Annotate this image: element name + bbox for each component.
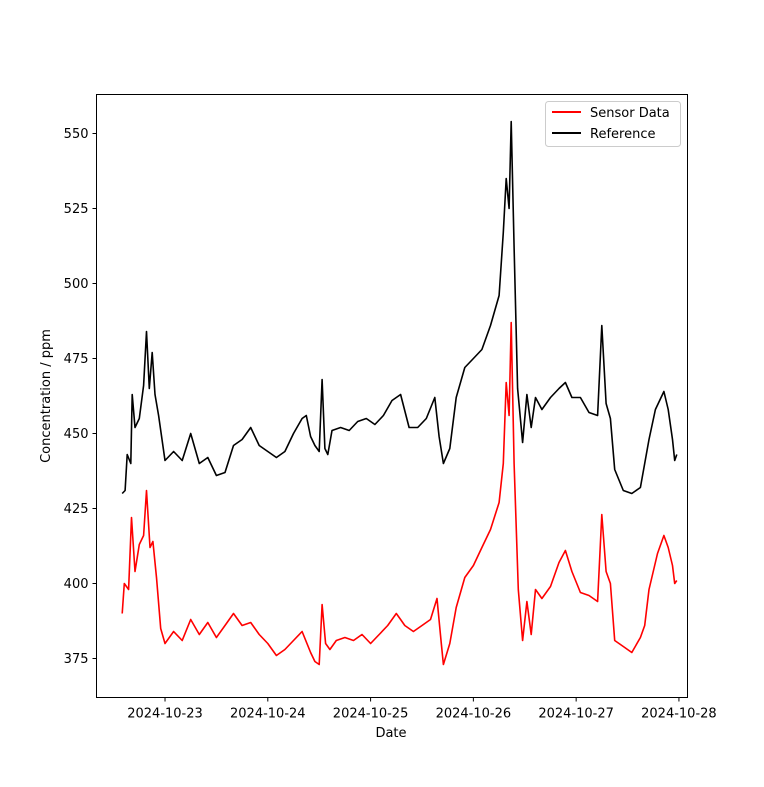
x-axis-label: Date [375,726,406,741]
legend: Sensor Data Reference [545,101,681,147]
x-tick-label: 2024-10-24 [230,707,306,722]
x-tick-label: 2024-10-28 [641,707,717,722]
legend-label-sensor-data: Sensor Data [590,106,670,121]
y-tick-label: 425 [64,502,89,517]
x-tick-label: 2024-10-26 [436,707,512,722]
x-tick-label: 2024-10-27 [538,707,614,722]
y-axis-ticks: 375 400 425 450 475 500 525 550 [64,127,97,667]
y-tick-label: 475 [64,352,89,367]
y-tick-label: 500 [64,277,89,292]
legend-label-reference: Reference [590,127,655,142]
y-axis-label: Concentration / ppm [39,329,54,463]
y-tick-label: 375 [64,652,89,667]
x-tick-label: 2024-10-23 [127,707,203,722]
x-axis-ticks: 2024-10-23 2024-10-24 2024-10-25 2024-10-26… [127,697,717,722]
y-tick-label: 450 [64,427,89,442]
plot-frame [96,94,688,698]
y-tick-label: 550 [64,127,89,142]
series-line-reference [121,120,678,495]
series-layer [121,120,678,666]
y-tick-label: 400 [64,577,89,592]
series-line-sensor-data [121,321,678,666]
x-tick-label: 2024-10-25 [333,707,409,722]
y-tick-label: 525 [64,202,89,217]
